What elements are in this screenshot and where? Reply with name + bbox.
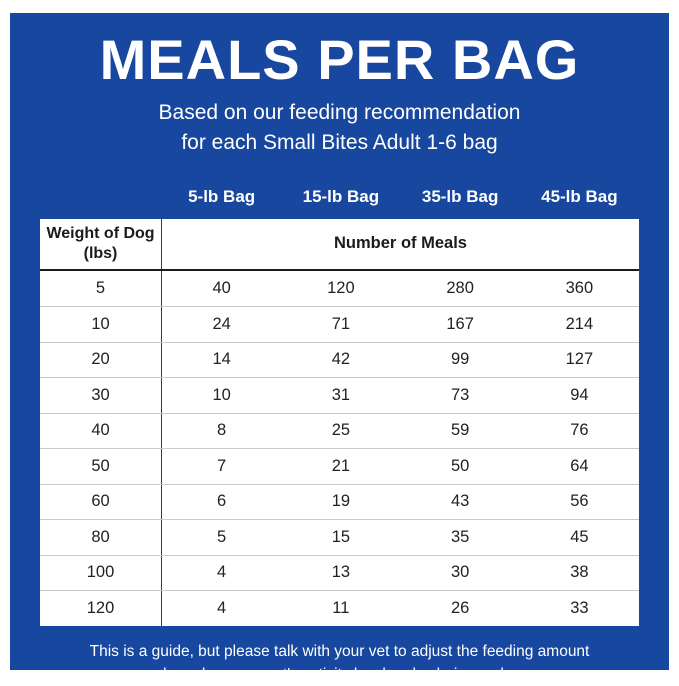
- footer-line-2: based on your pet's activity level and c…: [163, 665, 516, 683]
- meals-cell: 4: [217, 598, 227, 617]
- meals-cell: 8: [217, 421, 227, 440]
- meals-cell: 94: [570, 385, 589, 404]
- column-header-15lb: 15-lb Bag: [302, 186, 380, 206]
- table-row: 50 7 21 50 64: [40, 448, 639, 484]
- meals-cell: 31: [331, 385, 351, 404]
- weight-cell: 100: [40, 555, 162, 591]
- table-row: 80 5 15 35 45: [40, 519, 639, 555]
- meals-cell: 38: [570, 563, 589, 582]
- table-row: 30 10 31 73 94: [40, 377, 639, 413]
- weight-cell: 80: [40, 520, 162, 555]
- weight-cell: 30: [40, 378, 162, 413]
- weight-header-line-1: Weight of Dog: [46, 224, 155, 242]
- table-row: 40 8 25 59 76: [40, 412, 639, 449]
- meals-cell: 6: [217, 492, 227, 511]
- weight-cell: 50: [40, 449, 162, 484]
- meals-cell: 64: [570, 456, 589, 475]
- weight-of-dog-header: Weight of Dog (lbs): [40, 218, 162, 269]
- meals-table: 5-lb Bag 15-lb Bag 35-lb Bag 45-lb Bag W…: [40, 174, 639, 626]
- sub-header-row: Weight of Dog (lbs) Number of Meals: [40, 218, 639, 271]
- meals-cell: 42: [331, 350, 351, 369]
- meals-cell: 127: [565, 350, 594, 369]
- table-row: 5 40 120 280 360: [40, 270, 639, 307]
- weight-cell: 60: [40, 484, 162, 520]
- meals-cell: 56: [570, 492, 589, 511]
- meals-cell: 14: [212, 350, 231, 369]
- weight-cell: 40: [40, 413, 162, 449]
- meals-cell: 13: [331, 563, 351, 582]
- column-header-35lb: 35-lb Bag: [421, 186, 499, 206]
- meals-cell: 50: [450, 456, 470, 475]
- meals-cell: 99: [450, 350, 470, 369]
- meals-cell: 71: [331, 314, 351, 333]
- meals-cell: 33: [570, 598, 589, 617]
- column-header-45lb: 45-lb Bag: [541, 186, 618, 206]
- table-body-rows: 5 40 120 280 360 10 24 71 167 214 20 14 42 99 127 30 10 3…: [40, 270, 639, 626]
- number-of-meals-header: Number of Meals: [334, 234, 467, 253]
- weight-cell: 10: [40, 307, 162, 342]
- meals-cell: 45: [570, 527, 589, 546]
- table-row: 20 14 42 99 127: [40, 341, 639, 378]
- table-row: 120 4 11 26 33: [40, 590, 639, 626]
- meals-cell: 360: [565, 278, 594, 297]
- meals-cell: 19: [331, 492, 351, 511]
- page-title: MEALS PER BAG: [99, 28, 580, 91]
- meals-cell: 73: [450, 385, 470, 404]
- meals-cell: 167: [446, 314, 474, 333]
- meals-cell: 25: [331, 421, 351, 440]
- table-body: Weight of Dog (lbs) Number of Meals 5 40 1…: [40, 218, 639, 626]
- meals-cell: 35: [450, 527, 470, 546]
- meals-cell: 214: [565, 314, 594, 333]
- weight-header-line-2: (lbs): [83, 244, 118, 262]
- meals-cell: 40: [212, 278, 231, 297]
- footer-line-1: This is a guide, but please talk with yo…: [89, 642, 590, 660]
- footer-note: This is a guide, but please talk with yo…: [40, 640, 639, 686]
- table-row: 100 4 13 30 38: [40, 554, 639, 591]
- table-row: 10 24 71 167 214: [40, 306, 639, 342]
- meals-cell: 24: [212, 314, 231, 333]
- meals-cell: 21: [331, 456, 351, 475]
- meals-cell: 26: [450, 598, 470, 617]
- meals-cell: 5: [217, 527, 227, 546]
- meals-cell: 30: [450, 563, 470, 582]
- meals-cell: 76: [570, 421, 589, 440]
- meals-cell: 7: [217, 456, 227, 475]
- weight-cell: 5: [40, 270, 162, 307]
- weight-cell: 20: [40, 342, 162, 378]
- meals-cell: 15: [331, 527, 351, 546]
- meals-cell: 10: [212, 385, 231, 404]
- meals-cell: 280: [446, 278, 474, 297]
- meals-cell: 4: [217, 563, 227, 582]
- bag-header-row: 5-lb Bag 15-lb Bag 35-lb Bag 45-lb Bag: [40, 174, 639, 219]
- subtitle-line-2: for each Small Bites Adult 1-6 bag: [181, 131, 498, 155]
- meals-cell: 59: [450, 421, 470, 440]
- infographic-panel: MEALS PER BAG Based on our feeding recom…: [10, 13, 669, 683]
- meals-cell: 120: [327, 278, 355, 297]
- subtitle-line-1: Based on our feeding recommendation: [158, 100, 521, 124]
- subtitle: Based on our feeding recommendation for …: [40, 98, 639, 159]
- meals-cell: 11: [332, 598, 350, 617]
- table-row: 60 6 19 43 56: [40, 483, 639, 520]
- weight-cell: 120: [40, 591, 162, 626]
- meals-cell: 43: [450, 492, 470, 511]
- column-header-5lb: 5-lb Bag: [188, 186, 256, 206]
